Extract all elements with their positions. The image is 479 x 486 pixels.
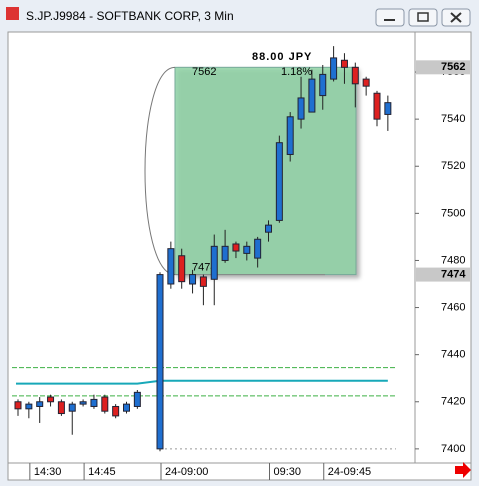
candle-body — [90, 398, 98, 407]
minimize-button[interactable] — [375, 8, 405, 27]
x-tick-label: 14:45 — [88, 466, 116, 478]
candle-body — [265, 224, 272, 233]
measure-percent: 1.18% — [281, 66, 312, 78]
window-buttons[interactable] — [375, 8, 471, 27]
y-tick-label: 7520 — [441, 160, 465, 172]
window-icon — [6, 7, 19, 20]
candle-body — [340, 59, 348, 68]
candle-body — [373, 92, 381, 120]
price-label: 7474 — [441, 268, 466, 280]
candle-body — [351, 66, 359, 85]
x-tick-label: 14:30 — [34, 466, 62, 478]
y-axis-area — [414, 31, 472, 464]
maximize-icon — [417, 12, 429, 22]
candle-body — [167, 248, 175, 285]
candle-body — [25, 403, 33, 410]
candle-body — [254, 238, 262, 259]
candle-body — [178, 255, 186, 283]
candle-body — [68, 403, 76, 412]
candle-body — [275, 142, 283, 221]
y-tick-label: 7540 — [441, 113, 465, 125]
candle-body — [112, 405, 120, 417]
candle-body — [384, 102, 392, 115]
candle-body — [47, 396, 55, 403]
candle-body — [36, 401, 44, 407]
candle-body — [232, 243, 240, 252]
x-axis-area — [7, 462, 472, 481]
x-tick-label: 24-09:45 — [328, 466, 371, 478]
candle-body — [79, 401, 87, 405]
candle-body — [199, 276, 207, 287]
candle-body — [57, 401, 65, 415]
measure-from-label: 7474 — [192, 261, 216, 273]
candle-body — [330, 57, 338, 80]
y-tick-label: 7500 — [441, 207, 465, 219]
candles — [14, 46, 392, 452]
candle-body — [308, 78, 316, 113]
candle-body — [123, 403, 130, 412]
indicator-line — [16, 379, 388, 385]
measure-bracket — [144, 66, 176, 276]
window-title: S.JP.J9984 - SOFTBANK CORP, 3 Min — [26, 9, 234, 23]
candle-body — [221, 245, 229, 261]
measure-to-label: 7562 — [192, 66, 216, 78]
y-tick-label: 7440 — [441, 349, 465, 361]
measure-change: 88.00 JPY — [252, 51, 312, 63]
price-label-box — [416, 267, 470, 282]
candle-body — [319, 73, 327, 97]
price-label: 7562 — [441, 61, 465, 73]
y-tick-label: 7460 — [441, 301, 465, 313]
y-tick-label: 7420 — [441, 396, 465, 408]
candle-body — [133, 391, 141, 407]
candle-body — [101, 396, 109, 412]
candle-body — [14, 401, 22, 410]
x-tick-label: 09:30 — [274, 466, 302, 478]
candle-body — [189, 274, 197, 285]
scroll-arrow[interactable] — [455, 462, 471, 478]
candle-body — [286, 116, 294, 155]
candle-body — [156, 274, 164, 450]
candle-body — [243, 245, 251, 254]
y-tick-label: 7400 — [441, 443, 465, 455]
y-tick-label: 7480 — [441, 254, 465, 266]
x-tick-label: 24-09:00 — [165, 466, 208, 478]
maximize-button[interactable] — [408, 8, 438, 27]
candle-body — [297, 97, 305, 120]
close-icon — [450, 12, 462, 23]
candle-body — [210, 245, 218, 280]
price-label-box — [416, 60, 470, 75]
candle-body — [362, 78, 370, 87]
measure-box — [174, 66, 357, 276]
